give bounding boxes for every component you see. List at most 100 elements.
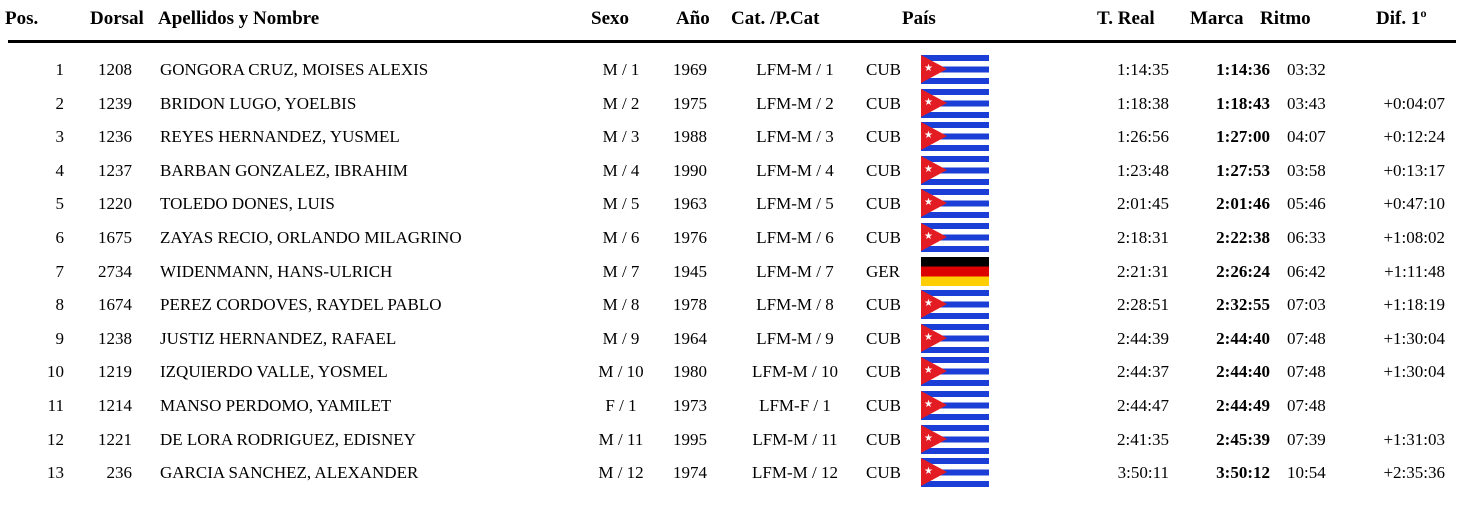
cell-pos: 8 [55,295,65,315]
table-row: 9 1238 JUSTIZ HERNANDEZ, RAFAEL M / 9 1964 LF… [0,321,1464,355]
cell-name: IZQUIERDO VALLE, YOSMEL [160,362,388,382]
cell-anio: 1969 [673,60,707,79]
header-ritmo: Ritmo [1260,8,1311,29]
cell-pos: 6 [55,227,65,247]
cell-dorsal: 1675 [98,227,132,247]
cuba-flag-icon: ★ [921,189,989,219]
cell-dif: +1:30:04 [1383,362,1445,382]
cell-sexo: M / 4 [602,160,640,180]
cell-sexo: M / 2 [602,93,640,113]
cell-treal: 2:44:39 [1117,328,1169,348]
cell-ritmo: 06:33 [1287,227,1326,247]
cell-cat: LFM-M / 8 [756,295,834,315]
cell-marca: 1:14:36 [1216,60,1270,79]
cell-ritmo: 03:32 [1287,60,1326,79]
cell-pais: CUB [866,395,901,415]
cell-dif: +1:30:04 [1383,328,1445,348]
cell-sexo: M / 5 [602,194,640,214]
cell-dif: +1:18:19 [1383,295,1445,315]
cuba-flag-icon: ★ [921,390,989,420]
cell-pos: 11 [47,395,64,415]
cell-name: TOLEDO DONES, LUIS [160,194,335,214]
cuba-flag-icon: ★ [921,424,989,454]
cell-anio: 1964 [673,328,707,348]
cell-pais: CUB [866,429,901,449]
cell-name: BRIDON LUGO, YOELBIS [160,93,357,113]
cell-sexo: F / 1 [605,395,637,415]
table-row: 2 1239 BRIDON LUGO, YOELBIS M / 2 1975 LFM-M … [0,86,1464,120]
cell-anio: 1973 [673,395,707,415]
cell-dorsal: 1221 [98,429,132,449]
germany-flag-icon [921,256,989,286]
cell-anio: 1963 [673,194,707,214]
cell-name: GARCIA SANCHEZ, ALEXANDER [160,463,419,483]
cuba-flag-icon: ★ [921,323,989,353]
cell-name: ZAYAS RECIO, ORLANDO MILAGRINO [160,227,462,247]
cell-dorsal: 236 [106,463,133,483]
table-row: 11 1214 MANSO PERDOMO, YAMILET F / 1 1973 LFM… [0,388,1464,422]
cell-marca: 2:44:40 [1216,328,1270,348]
cell-sexo: M / 8 [602,295,640,315]
cell-anio: 1976 [673,227,707,247]
cell-treal: 3:50:11 [1117,463,1169,483]
table-row: 1 1208 GONGORA CRUZ, MOISES ALEXIS M / 1 196… [0,52,1464,86]
table-row: 8 1674 PEREZ CORDOVES, RAYDEL PABLO M / 8 19… [0,287,1464,321]
cell-cat: LFM-M / 4 [756,160,834,180]
cell-name: GONGORA CRUZ, MOISES ALEXIS [160,60,429,79]
cuba-flag-icon: ★ [921,458,989,488]
cell-name: PEREZ CORDOVES, RAYDEL PABLO [160,295,442,315]
cell-dorsal: 1239 [98,93,132,113]
cell-ritmo: 07:48 [1287,395,1326,415]
header-name: Apellidos y Nombre [158,8,320,29]
cell-dif: +0:04:07 [1383,93,1445,113]
cell-treal: 2:28:51 [1117,295,1169,315]
cell-treal: 1:14:35 [1117,60,1169,79]
cell-pos: 10 [47,362,64,382]
cell-pos: 1 [55,60,65,79]
header-marca: Marca [1190,8,1244,29]
cell-sexo: M / 12 [598,463,644,483]
cell-treal: 2:21:31 [1117,261,1169,281]
cell-cat: LFM-F / 1 [759,395,831,415]
cell-pos: 9 [55,328,65,348]
cuba-flag-icon: ★ [921,290,989,320]
cell-marca: 2:26:24 [1216,261,1270,281]
cell-marca: 2:45:39 [1216,429,1270,449]
cell-marca: 2:44:49 [1216,395,1270,415]
cuba-flag-icon: ★ [921,55,989,84]
cell-pais: CUB [866,227,901,247]
table-row: 13 236 GARCIA SANCHEZ, ALEXANDER M / 12 1974… [0,455,1464,489]
cell-name: WIDENMANN, HANS-ULRICH [160,261,393,281]
cell-anio: 1988 [673,127,707,147]
cell-dif: +1:31:03 [1383,429,1445,449]
cell-anio: 1995 [673,429,707,449]
results-table-body: 1 1208 GONGORA CRUZ, MOISES ALEXIS M / 1 196… [0,52,1464,489]
cell-treal: 2:18:31 [1117,227,1169,247]
cell-marca: 2:32:55 [1216,295,1270,315]
cell-treal: 2:44:47 [1117,395,1169,415]
cell-dif: +1:08:02 [1383,227,1445,247]
cell-pos: 12 [47,429,64,449]
cuba-flag-icon: ★ [921,155,989,185]
cell-pos: 2 [55,93,65,113]
cell-dif: +0:47:10 [1383,194,1445,214]
cell-anio: 1990 [673,160,707,180]
cell-sexo: M / 9 [602,328,640,348]
table-row: 4 1237 BARBAN GONZALEZ, IBRAHIM M / 4 1990 LF… [0,153,1464,187]
header-anio: Año [676,8,710,29]
table-row: 6 1675 ZAYAS RECIO, ORLANDO MILAGRINO M / 6… [0,220,1464,254]
cell-ritmo: 06:42 [1287,261,1326,281]
table-row: 7 2734 WIDENMANN, HANS-ULRICH M / 7 1945 LFM-… [0,254,1464,288]
cell-dif: +0:12:24 [1383,127,1445,147]
cell-cat: LFM-M / 7 [756,261,834,281]
cell-dorsal: 1238 [98,328,132,348]
cell-dorsal: 1219 [98,362,132,382]
cell-sexo: M / 11 [598,429,644,449]
cell-ritmo: 03:43 [1287,93,1326,113]
cell-marca: 3:50:12 [1216,463,1270,483]
cell-dorsal: 1674 [98,295,132,315]
header-sexo: Sexo [591,8,629,29]
header-dif: Dif. 1º [1376,8,1427,29]
cell-pais: CUB [866,93,901,113]
cell-anio: 1978 [673,295,707,315]
